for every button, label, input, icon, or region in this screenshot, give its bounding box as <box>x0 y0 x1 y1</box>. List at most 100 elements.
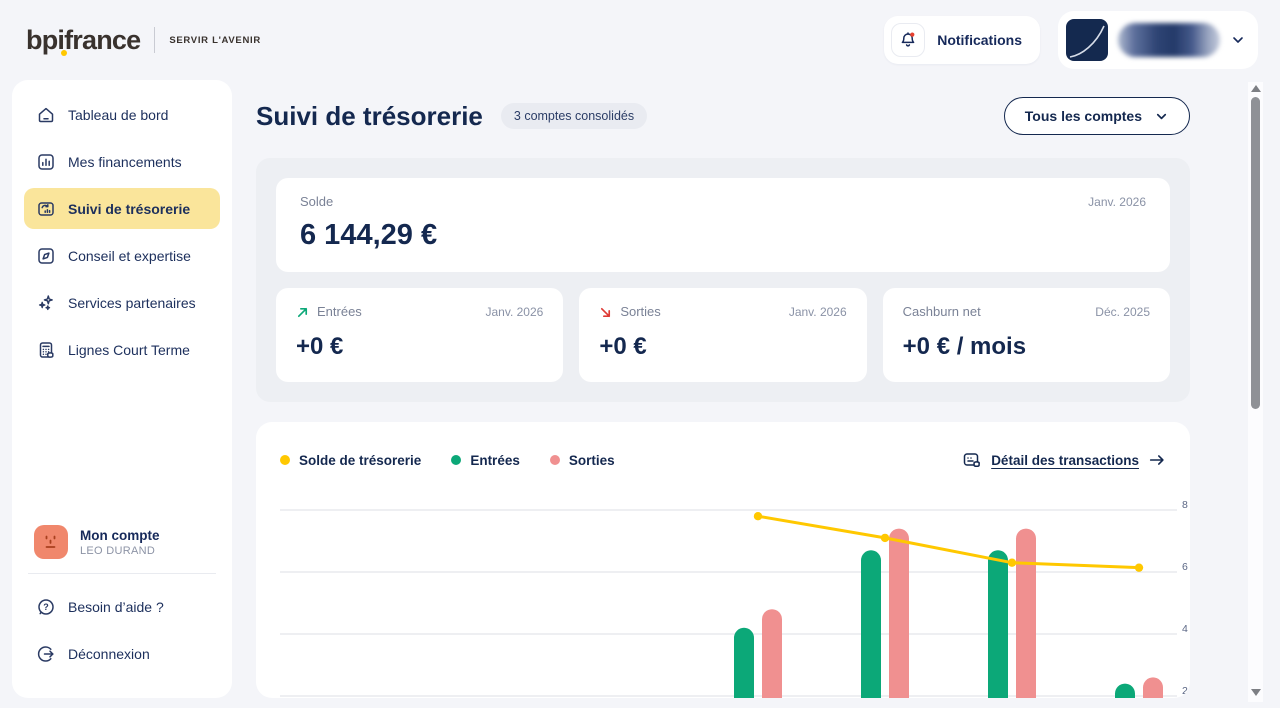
bar-Entrées <box>988 550 1008 698</box>
sidebar-item-label: Suivi de trésorerie <box>68 200 191 217</box>
arrow-up-right-icon <box>297 307 308 317</box>
top-header: bpifrance SERVIR L'AVENIR Notifications <box>0 0 1280 80</box>
legend-label-solde: Solde de trésorerie <box>299 452 422 468</box>
logout-label: Déconnexion <box>68 645 150 662</box>
line-point <box>1007 558 1017 567</box>
sidebar: Tableau de bord Mes financements Suivi d… <box>12 80 232 698</box>
sidebar-account[interactable]: Mon compte LEO DURAND <box>24 525 220 559</box>
calculator-icon <box>39 341 54 358</box>
notifications-button[interactable]: Notifications <box>884 16 1040 64</box>
kpi-cards-row: Entrées Janv. 2026 +0 € Sorties Janv. 20… <box>276 288 1170 382</box>
brand-divider <box>154 27 156 53</box>
sidebar-item-lignes-court-terme[interactable]: Lignes Court Terme <box>24 329 220 370</box>
legend-item-solde: Solde de trésorerie <box>280 453 421 468</box>
solde-period: Janv. 2026 <box>1088 195 1146 209</box>
line-point <box>880 533 890 543</box>
arrow-down-right-icon <box>601 307 611 317</box>
bar-Entrées <box>1115 683 1135 698</box>
cash-flow-icon <box>38 201 54 216</box>
entrees-label-group: Entrées <box>296 304 362 320</box>
accounts-filter-label: Tous les comptes <box>1024 108 1142 124</box>
logout-icon <box>37 645 54 662</box>
sidebar-item-label: Mes financements <box>68 153 182 170</box>
chevron-down-icon <box>1233 37 1243 43</box>
cashburn-label: Cashburn net <box>902 304 981 319</box>
solde-label: Solde <box>300 194 334 209</box>
accounts-filter-button[interactable]: Tous les comptes <box>1003 97 1190 135</box>
sorties-label: Sorties <box>620 304 661 319</box>
legend-item-sorties: Sorties <box>549 452 615 468</box>
transactions-detail-link[interactable]: Détail des transactions <box>962 450 1166 470</box>
sidebar-bottom: Mon compte LEO DURAND ? Besoin d’aide ? … <box>24 525 220 680</box>
title-row: Suivi de trésorerie 3 comptes consolidés… <box>256 94 1232 138</box>
entrees-value: +0 € <box>296 333 344 360</box>
sidebar-item-tableau-de-bord[interactable]: Tableau de bord <box>24 94 220 135</box>
legend-dot-sorties <box>549 455 560 465</box>
notifications-label: Notifications <box>937 32 1022 48</box>
bar-Sorties <box>889 528 909 698</box>
bar-Sorties <box>1016 528 1036 698</box>
solde-card: Solde Janv. 2026 6 144,29 € <box>276 178 1170 272</box>
sidebar-item-mes-financements[interactable]: Mes financements <box>24 141 220 182</box>
company-avatar <box>1066 19 1108 61</box>
bar-chart-icon <box>38 153 54 170</box>
transactions-detail-label: Détail des transactions <box>991 452 1139 468</box>
svg-text:?: ? <box>43 602 49 612</box>
sidebar-item-suivi-de-tresorerie[interactable]: Suivi de trésorerie <box>24 188 220 229</box>
y-axis-tick-label: 6 k€ <box>1182 561 1190 573</box>
account-text: Mon compte LEO DURAND <box>80 528 160 557</box>
transactions-icon <box>963 453 981 468</box>
legend-item-entrees: Entrées <box>451 453 520 468</box>
scrollbar-up-arrow-icon[interactable] <box>1250 85 1261 92</box>
help-icon: ? <box>38 598 54 615</box>
header-right: Notifications <box>884 11 1258 69</box>
account-title: Mon compte <box>80 527 160 543</box>
sidebar-item-label: Tableau de bord <box>68 106 169 123</box>
legend-label-sorties: Sorties <box>568 452 615 468</box>
legend-dot-solde <box>280 455 290 465</box>
user-avatar-icon <box>34 525 68 559</box>
chevron-down-icon <box>1156 113 1167 119</box>
y-axis-tick-label: 2 k€ <box>1182 685 1190 697</box>
sidebar-item-label: Services partenaires <box>68 294 196 311</box>
arrow-right-icon <box>1149 455 1164 465</box>
vertical-scrollbar[interactable] <box>1248 82 1263 702</box>
bpifrance-logo: bpifrance <box>26 24 141 56</box>
legend-label-entrees: Entrées <box>470 452 520 468</box>
sidebar-item-logout[interactable]: Déconnexion <box>24 633 220 674</box>
sidebar-divider <box>28 573 216 574</box>
brand: bpifrance SERVIR L'AVENIR <box>26 24 261 56</box>
entrees-period: Janv. 2026 <box>485 305 544 319</box>
summary-panel: Solde Janv. 2026 6 144,29 € Entrées Janv… <box>256 158 1190 402</box>
logo-text: bpifrance <box>26 24 141 55</box>
y-axis-tick-label: 4 k€ <box>1182 623 1190 635</box>
legend-dot-entrees <box>451 455 462 465</box>
cashburn-value: +0 € / mois <box>902 333 1027 360</box>
brand-tagline: SERVIR L'AVENIR <box>169 34 261 46</box>
entrees-label: Entrées <box>317 304 362 319</box>
sidebar-item-conseil-et-expertise[interactable]: Conseil et expertise <box>24 235 220 276</box>
sidebar-item-help[interactable]: ? Besoin d’aide ? <box>24 586 220 627</box>
scrollbar-down-arrow-icon[interactable] <box>1250 689 1261 696</box>
main-content: Suivi de trésorerie 3 comptes consolidés… <box>256 80 1232 698</box>
bar-Sorties <box>762 609 782 698</box>
bar-Entrées <box>861 550 881 698</box>
sidebar-item-label: Lignes Court Terme <box>68 341 190 358</box>
sorties-card-top: Sorties Janv. 2026 <box>599 304 847 320</box>
cashburn-card-top: Cashburn net Déc. 2025 <box>903 304 1150 320</box>
compass-icon <box>38 247 54 264</box>
logo-yellow-dot <box>61 49 67 56</box>
solde-card-top: Solde Janv. 2026 <box>300 194 1146 210</box>
account-menu-button[interactable] <box>1058 11 1258 69</box>
account-user-name: LEO DURAND <box>80 544 156 557</box>
help-label: Besoin d’aide ? <box>68 598 164 615</box>
y-axis-tick-label: 8 k€ <box>1182 499 1190 511</box>
home-icon <box>38 107 54 122</box>
account-name-redacted <box>1118 23 1220 57</box>
sidebar-item-services-partenaires[interactable]: Services partenaires <box>24 282 220 323</box>
scrollbar-thumb[interactable] <box>1251 97 1260 409</box>
consolidated-accounts-badge: 3 comptes consolidés <box>500 103 648 129</box>
line-point <box>1134 563 1144 572</box>
page-title: Suivi de trésorerie <box>256 100 483 131</box>
bar-Sorties <box>1143 677 1163 698</box>
